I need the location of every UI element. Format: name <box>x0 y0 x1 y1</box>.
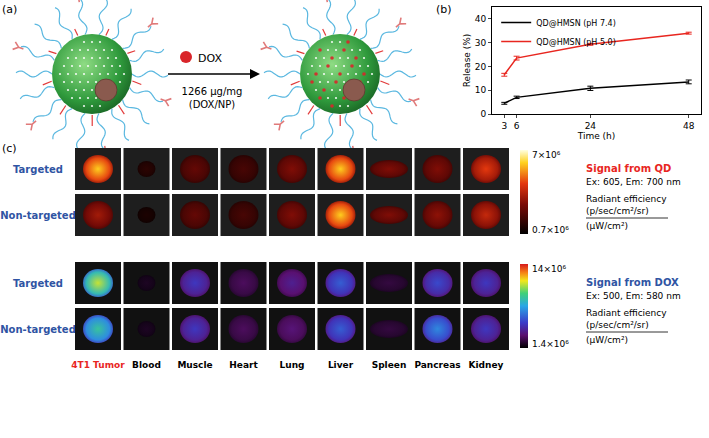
svg-text:40: 40 <box>475 14 487 24</box>
svg-text:Targeted: Targeted <box>13 278 63 289</box>
svg-text:Liver: Liver <box>328 360 354 370</box>
svg-text:(a): (a) <box>2 3 17 16</box>
svg-text:Pancreas: Pancreas <box>414 360 460 370</box>
svg-text:Time (h): Time (h) <box>577 131 616 141</box>
svg-text:1.4×10⁶: 1.4×10⁶ <box>532 339 569 349</box>
svg-text:(μW/cm²): (μW/cm²) <box>586 335 628 345</box>
svg-text:1266 μg/mg: 1266 μg/mg <box>182 86 243 97</box>
svg-text:3: 3 <box>501 121 507 131</box>
svg-text:Kidney: Kidney <box>469 360 504 370</box>
svg-text:7×10⁶: 7×10⁶ <box>532 150 561 160</box>
svg-text:Targeted: Targeted <box>13 164 63 175</box>
svg-text:DOX: DOX <box>198 52 222 65</box>
svg-text:(b): (b) <box>436 3 452 16</box>
svg-text:48: 48 <box>683 121 695 131</box>
svg-text:(c): (c) <box>2 142 17 155</box>
svg-text:Non-targeted: Non-targeted <box>0 210 76 221</box>
svg-text:Spleen: Spleen <box>372 360 407 370</box>
svg-text:Radiant efficiency: Radiant efficiency <box>586 194 667 204</box>
svg-text:(DOX/NP): (DOX/NP) <box>189 99 236 110</box>
svg-text:6: 6 <box>514 121 520 131</box>
svg-text:Release (%): Release (%) <box>462 34 472 88</box>
svg-text:Heart: Heart <box>229 360 258 370</box>
svg-text:(p/sec/cm²/sr): (p/sec/cm²/sr) <box>586 206 649 216</box>
svg-text:Muscle: Muscle <box>177 360 212 370</box>
svg-text:10: 10 <box>475 85 487 95</box>
svg-text:Signal from QD: Signal from QD <box>586 163 671 174</box>
svg-text:QD@HMSN (pH 5.0): QD@HMSN (pH 5.0) <box>536 38 616 47</box>
svg-text:Ex: 500, Em: 580 nm: Ex: 500, Em: 580 nm <box>586 291 681 301</box>
svg-text:QD@HMSN (pH 7.4): QD@HMSN (pH 7.4) <box>536 19 616 28</box>
svg-text:30: 30 <box>475 38 487 48</box>
svg-text:Radiant efficiency: Radiant efficiency <box>586 308 667 318</box>
svg-text:0.7×10⁶: 0.7×10⁶ <box>532 225 569 235</box>
svg-text:0: 0 <box>480 109 486 119</box>
svg-text:Ex: 605, Em: 700 nm: Ex: 605, Em: 700 nm <box>586 177 681 187</box>
svg-text:(μW/cm²): (μW/cm²) <box>586 221 628 231</box>
svg-text:Signal from DOX: Signal from DOX <box>586 277 679 288</box>
svg-text:14×10⁶: 14×10⁶ <box>532 264 566 274</box>
svg-text:4T1 Tumor: 4T1 Tumor <box>71 360 125 370</box>
svg-text:(p/sec/cm²/sr): (p/sec/cm²/sr) <box>586 320 649 330</box>
svg-text:20: 20 <box>475 62 487 72</box>
svg-text:Non-targeted: Non-targeted <box>0 324 76 335</box>
svg-text:24: 24 <box>585 121 597 131</box>
svg-text:Lung: Lung <box>280 360 305 370</box>
svg-text:Blood: Blood <box>132 360 161 370</box>
